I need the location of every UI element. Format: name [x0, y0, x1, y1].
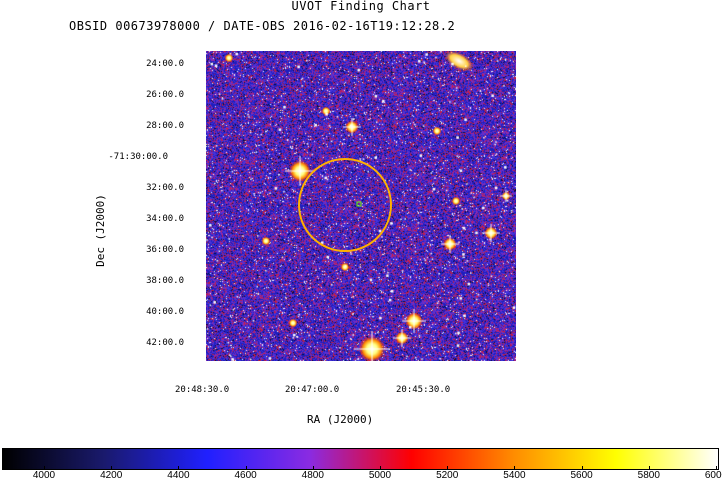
dec-tick-label: 28:00.0 [146, 121, 184, 131]
ra-tick-label: 20:45:30.0 [396, 385, 451, 395]
x-axis-label: RA (J2000) [307, 413, 374, 426]
colorbar-tick-mark [111, 466, 113, 470]
colorbar-tick-mark [178, 466, 180, 470]
dec-tick-label: 40:00.0 [146, 307, 184, 317]
colorbar-tick-label: 5200 [436, 470, 459, 481]
colorbar-tick-mark [447, 466, 449, 470]
ra-tick-label: 20:47:00.0 [285, 385, 340, 395]
y-axis-label: Dec (J2000) [93, 194, 107, 267]
colorbar-tick-mark [581, 466, 583, 470]
chart-title: UVOT Finding Chart [291, 0, 431, 13]
dec-tick-label: -71:30:00.0 [108, 152, 168, 162]
dec-tick-label: 32:00.0 [146, 183, 184, 193]
chart-subtitle: OBSID 00673978000 / DATE-OBS 2016-02-16T… [69, 19, 456, 33]
target-region-circle [298, 158, 392, 252]
colorbar-tick-label: 4600 [234, 470, 257, 481]
colorbar-tick-label: 5600 [570, 470, 593, 481]
colorbar-ticks: 4000 4200 4400 4600 4800 5000 5200 5400 5600 5800… [2, 466, 722, 490]
dec-tick-label: 34:00.0 [146, 214, 184, 224]
dec-tick-label: 26:00.0 [146, 90, 184, 100]
colorbar-tick-label: 4000 [32, 470, 56, 481]
colorbar-tick-label: 4800 [301, 470, 324, 481]
colorbar [2, 448, 719, 470]
colorbar-tick-mark [44, 466, 45, 470]
dec-tick-label: 38:00.0 [146, 276, 184, 286]
colorbar-tick-mark [514, 466, 516, 470]
overlay [298, 158, 392, 252]
colorbar-tick-mark [648, 466, 650, 470]
target-marker [356, 201, 362, 207]
colorbar-tick-mark [245, 466, 247, 470]
dec-tick-label: 36:00.0 [146, 245, 184, 255]
colorbar-tick-label: 5800 [637, 470, 660, 481]
dec-tick-label: 24:00.0 [146, 59, 184, 69]
colorbar-tick-label: 5000 [368, 470, 392, 481]
colorbar-tick-label: 6000 [704, 470, 722, 481]
colorbar-tick-mark [312, 466, 314, 470]
colorbar-tick-mark [380, 466, 381, 470]
colorbar-tick-label: 4200 [100, 470, 123, 481]
dec-tick-label: 42:00.0 [146, 338, 184, 348]
ra-tick-label: 20:48:30.0 [175, 385, 230, 395]
colorbar-tick-label: 5400 [503, 470, 526, 481]
colorbar-tick-label: 4400 [167, 470, 190, 481]
sky-image[interactable] [206, 51, 516, 361]
colorbar-tick-mark [716, 466, 717, 470]
